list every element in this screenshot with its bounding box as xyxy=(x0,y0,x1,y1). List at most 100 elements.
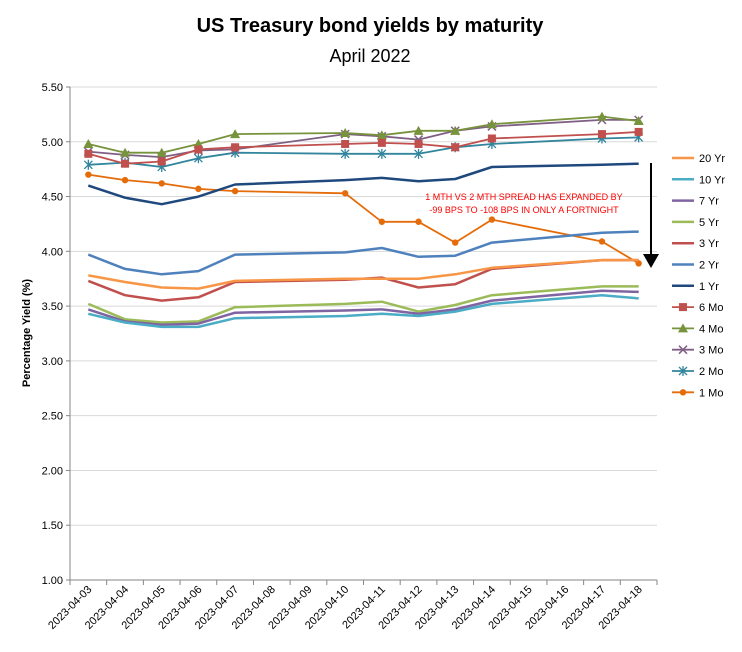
data-point xyxy=(84,149,93,158)
data-point xyxy=(487,134,496,143)
legend-label: 2 Yr xyxy=(699,260,719,272)
legend-item: 3 Mo xyxy=(672,345,723,357)
data-point xyxy=(377,148,387,159)
series-line xyxy=(88,293,639,329)
legend-item: 1 Mo xyxy=(672,387,723,399)
data-point xyxy=(635,260,642,267)
data-point xyxy=(83,138,94,148)
legend-label: 4 Mo xyxy=(699,323,723,335)
legend-label: 1 Yr xyxy=(699,281,719,293)
series-1-mo xyxy=(85,171,642,267)
series-lines xyxy=(83,111,644,329)
data-point xyxy=(596,111,607,121)
series-4-mo xyxy=(83,111,644,157)
legend-item: 2 Mo xyxy=(672,366,723,378)
annotation-line-2: -99 BPS TO -108 BPS IN ONLY A FORTNIGHT xyxy=(429,205,619,215)
data-point xyxy=(415,218,422,225)
data-point xyxy=(158,180,165,187)
series-line xyxy=(87,285,639,324)
data-point xyxy=(83,159,93,170)
y-tick-labels: 1.00 1.50 2.00 2.50 3.00 3.50 4.00 4.50 5.00 5.50 xyxy=(42,82,63,587)
data-point xyxy=(377,138,386,147)
data-point xyxy=(488,216,496,223)
legend-item: 4 Mo xyxy=(672,323,723,335)
data-point xyxy=(230,129,241,139)
series-2-mo xyxy=(83,132,644,172)
legend-label: 2 Mo xyxy=(699,366,723,378)
legend-label: 7 Yr xyxy=(699,196,719,208)
legend-marker xyxy=(679,303,687,312)
data-point xyxy=(451,143,460,152)
series-line xyxy=(88,119,639,159)
series-line xyxy=(88,115,639,154)
y-tick-label: 2.00 xyxy=(42,465,63,477)
series-line xyxy=(88,136,639,168)
data-point xyxy=(378,218,386,225)
data-point xyxy=(120,147,131,157)
series-line xyxy=(88,173,640,265)
data-point xyxy=(414,148,423,159)
annotation-line-1: 1 MTH VS 2 MTH SPREAD HAS EXPANDED BY xyxy=(425,192,622,202)
annotation-arrowhead xyxy=(643,254,659,268)
legend: 20 Yr 10 Yr 7 Yr 5 Yr 3 Yr 2 Yr 1 Yr 6 Mo 4 Mo 3 … xyxy=(672,153,725,399)
series-6-mo xyxy=(84,127,643,168)
data-point xyxy=(193,153,203,164)
y-tick-label: 4.00 xyxy=(42,246,63,258)
series-10-yr xyxy=(88,293,639,329)
data-point xyxy=(486,119,497,129)
data-point xyxy=(341,190,349,197)
legend-label: 6 Mo xyxy=(699,302,723,314)
data-point xyxy=(597,130,606,139)
data-point xyxy=(634,127,643,136)
series-line xyxy=(87,289,639,326)
legend-label: 10 Yr xyxy=(699,174,725,186)
series-7-yr xyxy=(87,289,639,326)
data-point xyxy=(195,185,202,193)
legend-item: 20 Yr xyxy=(672,153,725,165)
data-point xyxy=(157,157,166,166)
legend-label: 3 Mo xyxy=(699,345,723,357)
data-point xyxy=(598,238,606,245)
legend-item: 7 Yr xyxy=(672,196,719,208)
data-point xyxy=(414,139,423,148)
legend-item: 2 Yr xyxy=(672,260,719,272)
axes xyxy=(66,86,658,585)
series-1-yr xyxy=(87,162,639,206)
legend-item: 6 Mo xyxy=(672,302,723,314)
x-tick-labels: 2023-04-032023-04-042023-04-052023-04-06… xyxy=(46,584,645,632)
series-line xyxy=(87,162,639,206)
series-line xyxy=(88,131,639,165)
data-point xyxy=(121,176,129,184)
y-tick-label: 4.50 xyxy=(42,192,63,204)
y-tick-label: 2.50 xyxy=(42,411,63,423)
legend-item: 5 Yr xyxy=(672,217,719,229)
legend-item: 1 Yr xyxy=(672,281,719,293)
legend-label: 1 Mo xyxy=(699,387,723,399)
y-axis-label: Percentage Yield (%) xyxy=(21,279,33,388)
y-tick-label: 3.50 xyxy=(42,301,63,313)
data-point xyxy=(85,171,92,178)
data-point xyxy=(450,125,461,135)
series-line xyxy=(87,230,639,276)
legend-item: 3 Yr xyxy=(672,238,719,250)
data-point xyxy=(340,128,351,138)
series-2-yr xyxy=(87,230,639,276)
chart-title: US Treasury bond yields by maturity xyxy=(197,15,545,37)
data-point xyxy=(156,147,167,157)
data-point xyxy=(633,115,644,125)
legend-label: 20 Yr xyxy=(699,153,725,165)
legend-label: 5 Yr xyxy=(699,217,719,229)
y-tick-label: 1.50 xyxy=(42,520,63,532)
data-point xyxy=(231,143,240,152)
data-point xyxy=(452,239,459,246)
legend-label: 3 Yr xyxy=(699,238,719,250)
legend-item: 10 Yr xyxy=(672,174,725,186)
data-point xyxy=(340,148,350,159)
legend-marker xyxy=(678,366,688,376)
annotation: 1 MTH VS 2 MTH SPREAD HAS EXPANDED BY -9… xyxy=(425,163,659,268)
legend-marker xyxy=(678,323,688,333)
y-tick-label: 5.50 xyxy=(42,82,63,94)
legend-marker xyxy=(678,345,688,355)
y-tick-label: 5.00 xyxy=(42,137,63,149)
